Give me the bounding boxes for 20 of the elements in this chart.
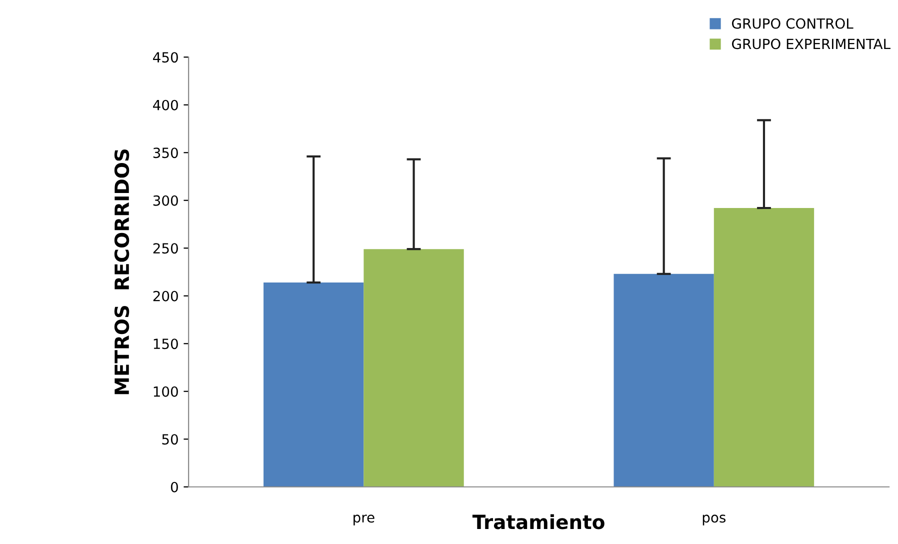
- y-tick-label: 0: [170, 482, 178, 492]
- y-tick-label: 450: [153, 52, 178, 63]
- y-axis-title: METROS RECORRIDOS: [114, 150, 130, 394]
- legend-label: GRUPO CONTROL: [732, 18, 854, 29]
- legend-label: GRUPO EXPERIMENTAL: [732, 38, 890, 50]
- bar: [614, 274, 714, 487]
- y-tick-label: 350: [153, 148, 178, 158]
- y-tick-label: 200: [153, 290, 178, 302]
- y-tick-label: 250: [153, 243, 178, 254]
- y-tick-label: 150: [154, 338, 178, 350]
- bar: [714, 208, 814, 487]
- x-tick-label: pre: [354, 514, 374, 526]
- x-axis-title: Tratamiento: [472, 514, 604, 530]
- y-tick-label: 400: [153, 100, 178, 110]
- y-tick-label: 300: [153, 195, 178, 206]
- y-tick-label: 50: [162, 434, 178, 445]
- x-tick-label: pos: [702, 514, 726, 526]
- bar: [264, 282, 364, 487]
- bar: [364, 249, 464, 487]
- y-tick-label: 100: [154, 386, 178, 397]
